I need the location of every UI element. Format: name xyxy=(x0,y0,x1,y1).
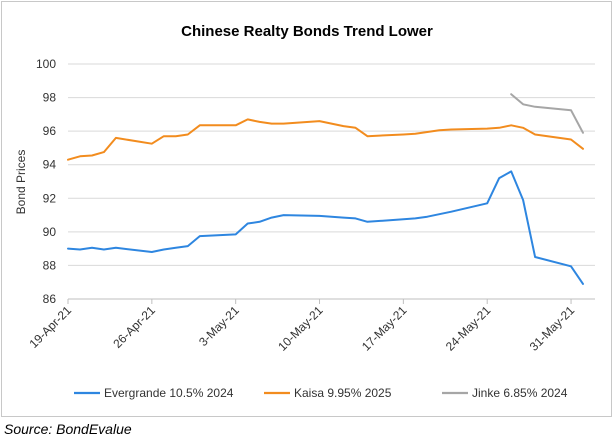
chart-frame: Chinese Realty Bonds Trend Lower 86 88 90 9… xyxy=(1,1,612,417)
y-axis-label: Bond Prices xyxy=(14,150,28,215)
legend-label: Evergrande 10.5% 2024 xyxy=(104,386,234,400)
chart-title: Chinese Realty Bonds Trend Lower xyxy=(181,23,433,40)
y-tick-label: 86 xyxy=(43,292,57,306)
axes: 86 88 90 92 94 96 98 100 19-Apr-21 26-Apr-21 3-May… xyxy=(26,57,595,354)
series-lines xyxy=(67,93,584,285)
y-tick-label: 88 xyxy=(43,258,57,272)
source-note: Source: BondEvalue xyxy=(4,421,132,437)
gridlines xyxy=(68,63,595,266)
x-tick-label: 10-May-21 xyxy=(275,303,326,354)
series-line-jinke xyxy=(510,93,584,134)
series-line-evergrande xyxy=(67,170,584,285)
y-tick-label: 96 xyxy=(43,124,57,138)
x-tick-label: 19-Apr-21 xyxy=(26,303,74,351)
legend-label: Kaisa 9.95% 2025 xyxy=(294,386,392,400)
y-tick-label: 92 xyxy=(43,191,57,205)
legend: Evergrande 10.5% 2024 Kaisa 9.95% 2025 Jin… xyxy=(74,386,568,400)
x-tick-label: 24-May-21 xyxy=(443,303,494,354)
series-line-kaisa xyxy=(67,118,584,161)
y-tick-label: 100 xyxy=(36,57,56,71)
y-tick-label: 90 xyxy=(43,225,57,239)
x-tick-label: 31-May-21 xyxy=(527,303,578,354)
legend-label: Jinke 6.85% 2024 xyxy=(472,386,568,400)
y-tick-label: 94 xyxy=(43,158,57,172)
x-tick-label: 26-Apr-21 xyxy=(110,303,158,351)
x-tick-label: 17-May-21 xyxy=(359,303,410,354)
y-tick-label: 98 xyxy=(43,91,57,105)
line-chart: Chinese Realty Bonds Trend Lower 86 88 90 9… xyxy=(14,23,595,400)
x-tick-label: 3-May-21 xyxy=(196,303,242,349)
